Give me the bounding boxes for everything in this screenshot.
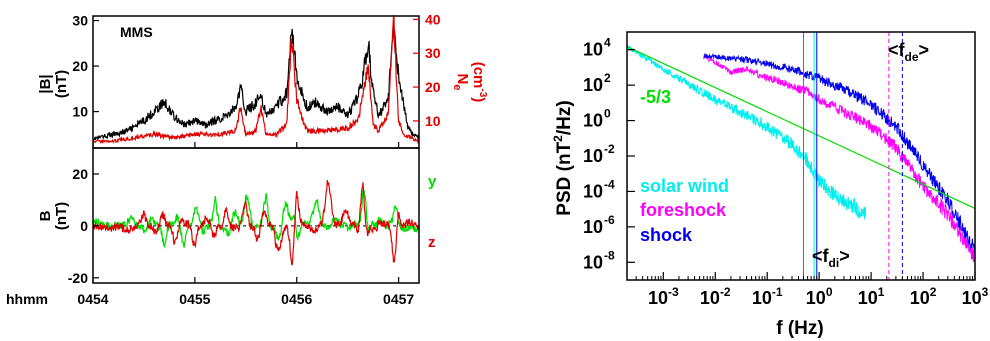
psd-x-axis-title: f (Hz) — [776, 318, 823, 339]
psd-y-axis-title: PSD (nT2/Hz) — [551, 100, 575, 215]
right-tick-label-10: 10 — [425, 113, 441, 129]
time-tick-label-0455: 0455 — [179, 291, 210, 307]
legend-z: z — [428, 234, 436, 251]
legend-foreshock: foreshock — [640, 200, 727, 220]
panel-b-magnitude: 10 20 30 10 20 30 40 MMS |B| (nT) Ne (cm-3) — [37, 11, 488, 148]
psd-x-tick-label--2: 10-2 — [700, 285, 731, 308]
time-axis-label: hhmm — [6, 291, 48, 307]
component-tick-label-20: 20 — [72, 166, 88, 182]
fdi-label-subscript: di — [829, 256, 840, 270]
psd-y-axis-title-main: PSD (nT — [554, 141, 575, 215]
mms-label: MMS — [120, 24, 153, 40]
psd-x-tick-label-3: 103 — [962, 285, 989, 308]
psd-x-tick-label--1: 10-1 — [752, 285, 783, 308]
psd-x-tick-label-2: 102 — [910, 285, 937, 308]
density-axis-subscript: e — [451, 84, 463, 90]
density-axis-unit-open: (cm — [470, 62, 487, 89]
left-tick-label-20: 20 — [72, 58, 88, 74]
left-tick-label-10: 10 — [72, 104, 88, 120]
legend-shock: shock — [640, 225, 693, 245]
time-tick-label-0454: 0454 — [77, 291, 108, 307]
psd-y-tick-label--2: 10 — [583, 146, 603, 166]
psd-series-shock-line — [704, 53, 975, 254]
psd-y-tick-exponent-4: 4 — [604, 36, 611, 50]
psd-y-tick-exponent--4: -4 — [604, 177, 615, 191]
psd-y-tick-exponent--8: -8 — [604, 248, 615, 262]
psd-y-tick-exponent--2: -2 — [604, 142, 615, 156]
component-tick-label-0: 0 — [80, 218, 88, 234]
psd-y-tick-exponent-0: 0 — [604, 107, 611, 121]
psd-y-tick-label--6: 10 — [583, 217, 603, 237]
psd-y-tick-label-4: 10 — [583, 40, 603, 60]
psd-x-tick-label-0: 100 — [806, 285, 833, 308]
right-tick-label-40: 40 — [425, 11, 441, 27]
fde-label-close: > — [919, 40, 930, 60]
component-tick-label--20: -20 — [68, 270, 88, 286]
series-bz-line — [93, 180, 419, 265]
slope-label: -5/3 — [640, 87, 671, 107]
fde-label: <fde> — [888, 40, 929, 64]
fdi-label-open: < — [812, 246, 823, 266]
psd-y-tick-label--8: 10 — [583, 252, 603, 272]
fdi-label: <fdi> — [812, 246, 850, 270]
b-components-axis-unit: (nT) — [53, 202, 70, 230]
right-tick-label-20: 20 — [425, 79, 441, 95]
legend-y: y — [428, 173, 437, 190]
fdi-label-close: > — [839, 246, 850, 266]
psd-y-tick-exponent--6: -6 — [604, 213, 615, 227]
fde-label-subscript: de — [905, 50, 919, 64]
time-tick-label-0457: 0457 — [383, 291, 414, 307]
psd-x-tick-label--3: 10-3 — [648, 285, 679, 308]
legend-solar-wind: solar wind — [640, 176, 729, 196]
panel-psd: 10-3 10-2 10-1 100 101 102 10310-810-610-410-2… — [551, 32, 989, 339]
psd-y-tick-exponent-2: 2 — [604, 71, 611, 85]
panel-b-components: -20 0 20 0454 0455 0456 0457 B (nT) y z hhmm — [6, 148, 437, 307]
right-tick-label-30: 30 — [425, 45, 441, 61]
psd-y-tick-label-2: 10 — [583, 75, 603, 95]
psd-y-tick-label--4: 10 — [583, 181, 603, 201]
panel-b-components-series — [93, 180, 419, 265]
b-magnitude-axis-title: |B| — [37, 74, 54, 93]
density-axis-unit-close: ) — [470, 97, 487, 102]
time-tick-label-0456: 0456 — [281, 291, 312, 307]
psd-x-tick-label-1: 101 — [858, 285, 885, 308]
density-axis-title: Ne — [451, 74, 471, 91]
psd-y-tick-label-0: 10 — [583, 111, 603, 131]
left-tick-label-30: 30 — [72, 13, 88, 29]
psd-y-axis-title-tail: /Hz) — [554, 100, 575, 135]
density-axis-unit: (cm-3) — [470, 62, 488, 103]
density-axis-symbol: N — [454, 74, 471, 85]
fde-label-open: < — [888, 40, 899, 60]
b-components-axis-title: B — [37, 210, 54, 221]
b-magnitude-axis-unit: (nT) — [53, 70, 70, 98]
